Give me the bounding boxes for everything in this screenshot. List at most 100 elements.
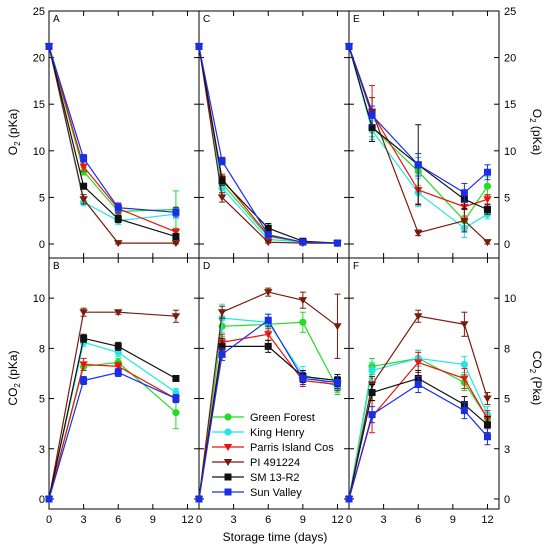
panel-c-series-king-henry-line — [198, 46, 338, 244]
panel-f-series-sun-valley — [345, 375, 491, 503]
panel-c-series-sun-valley-line — [198, 46, 338, 244]
y-tick-label-left-a-4: 20 — [33, 53, 45, 65]
panel-c-series-sun-valley-point-3 — [299, 238, 307, 246]
legend-item-green-forest-label: Green Forest — [250, 412, 315, 424]
panel-c-series-sm-13-r2-point-1 — [218, 177, 226, 185]
panel-c-series-sun-valley — [195, 42, 341, 247]
panel-d-series-sm-13-r2-point-2 — [264, 342, 272, 350]
legend-item-sm-13-r2-marker — [224, 473, 232, 481]
panel-d-xtick-label-3: 3 — [231, 514, 237, 526]
panel-a-series-sun-valley-point-3 — [172, 208, 180, 216]
panel-f-series-sm-13-r2-point-4 — [483, 421, 491, 429]
y-tick-label-left-a-1: 5 — [39, 192, 45, 204]
y-axis-label-o2-left-main: O — [6, 146, 20, 155]
panel-f-series-sun-valley-point-3 — [460, 407, 468, 415]
panel-e-series-sun-valley — [345, 42, 491, 203]
y-axis-label-co2-right-main: CO — [530, 351, 544, 369]
panel-d-series-pi-491224-point-3 — [298, 297, 308, 305]
y-tick-label-right-f-4: 10 — [504, 293, 516, 305]
panel-d-series-sun-valley-point-3 — [299, 374, 307, 382]
panel-f-xtick-label-3: 3 — [381, 514, 387, 526]
legend-item-green-forest: Green Forest — [212, 412, 315, 424]
panel-e-series-pi-491224-point-4 — [483, 239, 492, 247]
panel-b-series-sm-13-r2-point-2 — [114, 342, 122, 350]
y-tick-label-left-b-0: 0 — [39, 494, 45, 506]
panel-b-label: B — [53, 261, 60, 272]
panel-a-series-pi-491224-point-1 — [79, 196, 88, 204]
panel-f-label: F — [353, 261, 359, 272]
panel-d-xtick-label-0: 0 — [196, 514, 202, 526]
legend-item-green-forest-marker — [224, 413, 232, 421]
panel-d-series-pi-491224 — [194, 287, 342, 503]
x-axis-label: Storage time (days) — [223, 530, 328, 544]
panel-c-series-green-forest-line — [198, 46, 338, 244]
panel-d-series-sm-13-r2-point-1 — [218, 342, 226, 350]
panel-b-xtick-label-0: 0 — [46, 514, 52, 526]
panel-f-frame — [348, 257, 500, 510]
panel-e-series-pi-491224-point-2 — [414, 229, 423, 237]
y-axis-label-co2-left: CO2 (pKa) — [6, 350, 22, 405]
panel-f-series-king-henry-point-1 — [368, 366, 376, 375]
panel-e: E 0 5 10 15 20 25 — [344, 6, 516, 259]
panel-b-series-sun-valley-point-0 — [45, 495, 53, 503]
labels-layer: Storage time (days) O2 (pKa) O2 (pKa) CO… — [6, 109, 544, 544]
panel-e-series-sun-valley-point-0 — [345, 42, 353, 50]
y-axis-label-co2-left-main: CO — [6, 388, 20, 406]
panel-d-xtick-label-12: 12 — [331, 514, 343, 526]
panel-f: F 0 3 6 9 12 0 3 5 8 10 — [344, 257, 516, 526]
panel-f-xtick-label-6: 6 — [415, 514, 421, 526]
panel-e-series-sun-valley-point-3 — [460, 189, 468, 197]
y-axis-label-o2-right-main: O — [530, 109, 544, 118]
panel-b-series-sm-13-r2-line — [48, 337, 177, 500]
y-tick-label-right-e-0: 0 — [504, 239, 510, 251]
panel-a-series-sm-13-r2-point-3 — [172, 233, 180, 241]
panel-d-xtick-label-6: 6 — [265, 514, 271, 526]
y-axis-label-o2-left-sub: 2 — [13, 141, 22, 146]
panel-d-label: D — [203, 261, 210, 272]
panel-d-series-sun-valley-point-2 — [264, 316, 272, 324]
panel-d-series-sun-valley-point-4 — [333, 378, 341, 386]
panel-f-series-pi-491224-point-4 — [483, 395, 492, 403]
y-tick-label-right-f-1: 3 — [504, 444, 510, 456]
panel-d-series-pi-491224-point-4 — [333, 323, 342, 331]
panel-d-series-sun-valley-point-1 — [218, 350, 226, 358]
y-axis-label-co2-left-unit: (pKa) — [6, 350, 20, 383]
panel-d-series-green-forest-point-3 — [299, 318, 307, 326]
panel-a-series-parris-island-cos — [44, 43, 181, 236]
panel-f-series-parris-island-cos-point-2 — [414, 359, 423, 367]
panel-a-series-sun-valley-point-1 — [80, 154, 88, 162]
legend-item-sun-valley-label: Sun Valley — [250, 487, 302, 499]
panel-e-series-parris-island-cos-point-4 — [483, 196, 492, 204]
panel-e-series-sun-valley-point-2 — [414, 161, 422, 169]
y-axis-label-o2-right-sub: 2 — [528, 118, 537, 123]
panel-b-series-green-forest-point-3 — [172, 409, 180, 417]
legend: Green Forest King Henry Parris Island Cos P… — [212, 412, 334, 499]
panel-f-series-parris-island-cos-point-3 — [460, 375, 469, 383]
panel-f-xtick-label-0: 0 — [346, 514, 352, 526]
panel-f-xtick-label-12: 12 — [481, 514, 493, 526]
panel-a-series-king-henry-line — [48, 46, 176, 222]
y-tick-label-right-e-4: 20 — [504, 53, 516, 65]
panel-d: D 0 3 6 9 12 — [194, 257, 350, 526]
panel-c-series-sun-valley-point-1 — [218, 157, 226, 165]
panel-b-xtick-label-9: 9 — [150, 514, 156, 526]
panel-c-series-sun-valley-point-4 — [333, 239, 341, 247]
panel-c-series-pi-491224-point-1 — [217, 194, 227, 202]
panel-d-series-sun-valley — [195, 313, 341, 503]
y-tick-label-left-b-4: 10 — [33, 293, 45, 305]
y-tick-label-left-a-3: 15 — [33, 99, 45, 111]
panel-b-series-sm-13-r2 — [45, 333, 180, 503]
panel-e-label: E — [353, 14, 360, 25]
y-tick-label-right-f-2: 5 — [504, 394, 510, 406]
y-tick-label-right-f-3: 8 — [504, 343, 510, 355]
panel-a-series-parris-island-cos-point-3 — [171, 228, 181, 236]
panel-e-series-sun-valley-point-1 — [368, 111, 376, 119]
y-tick-label-left-a-0: 0 — [39, 239, 45, 251]
y-tick-label-left-b-1: 3 — [39, 444, 45, 456]
panel-b-series-green-forest-line — [48, 361, 177, 500]
panel-f-series-pi-491224 — [344, 309, 492, 503]
panel-b-series-pi-491224-point-3 — [171, 313, 181, 321]
